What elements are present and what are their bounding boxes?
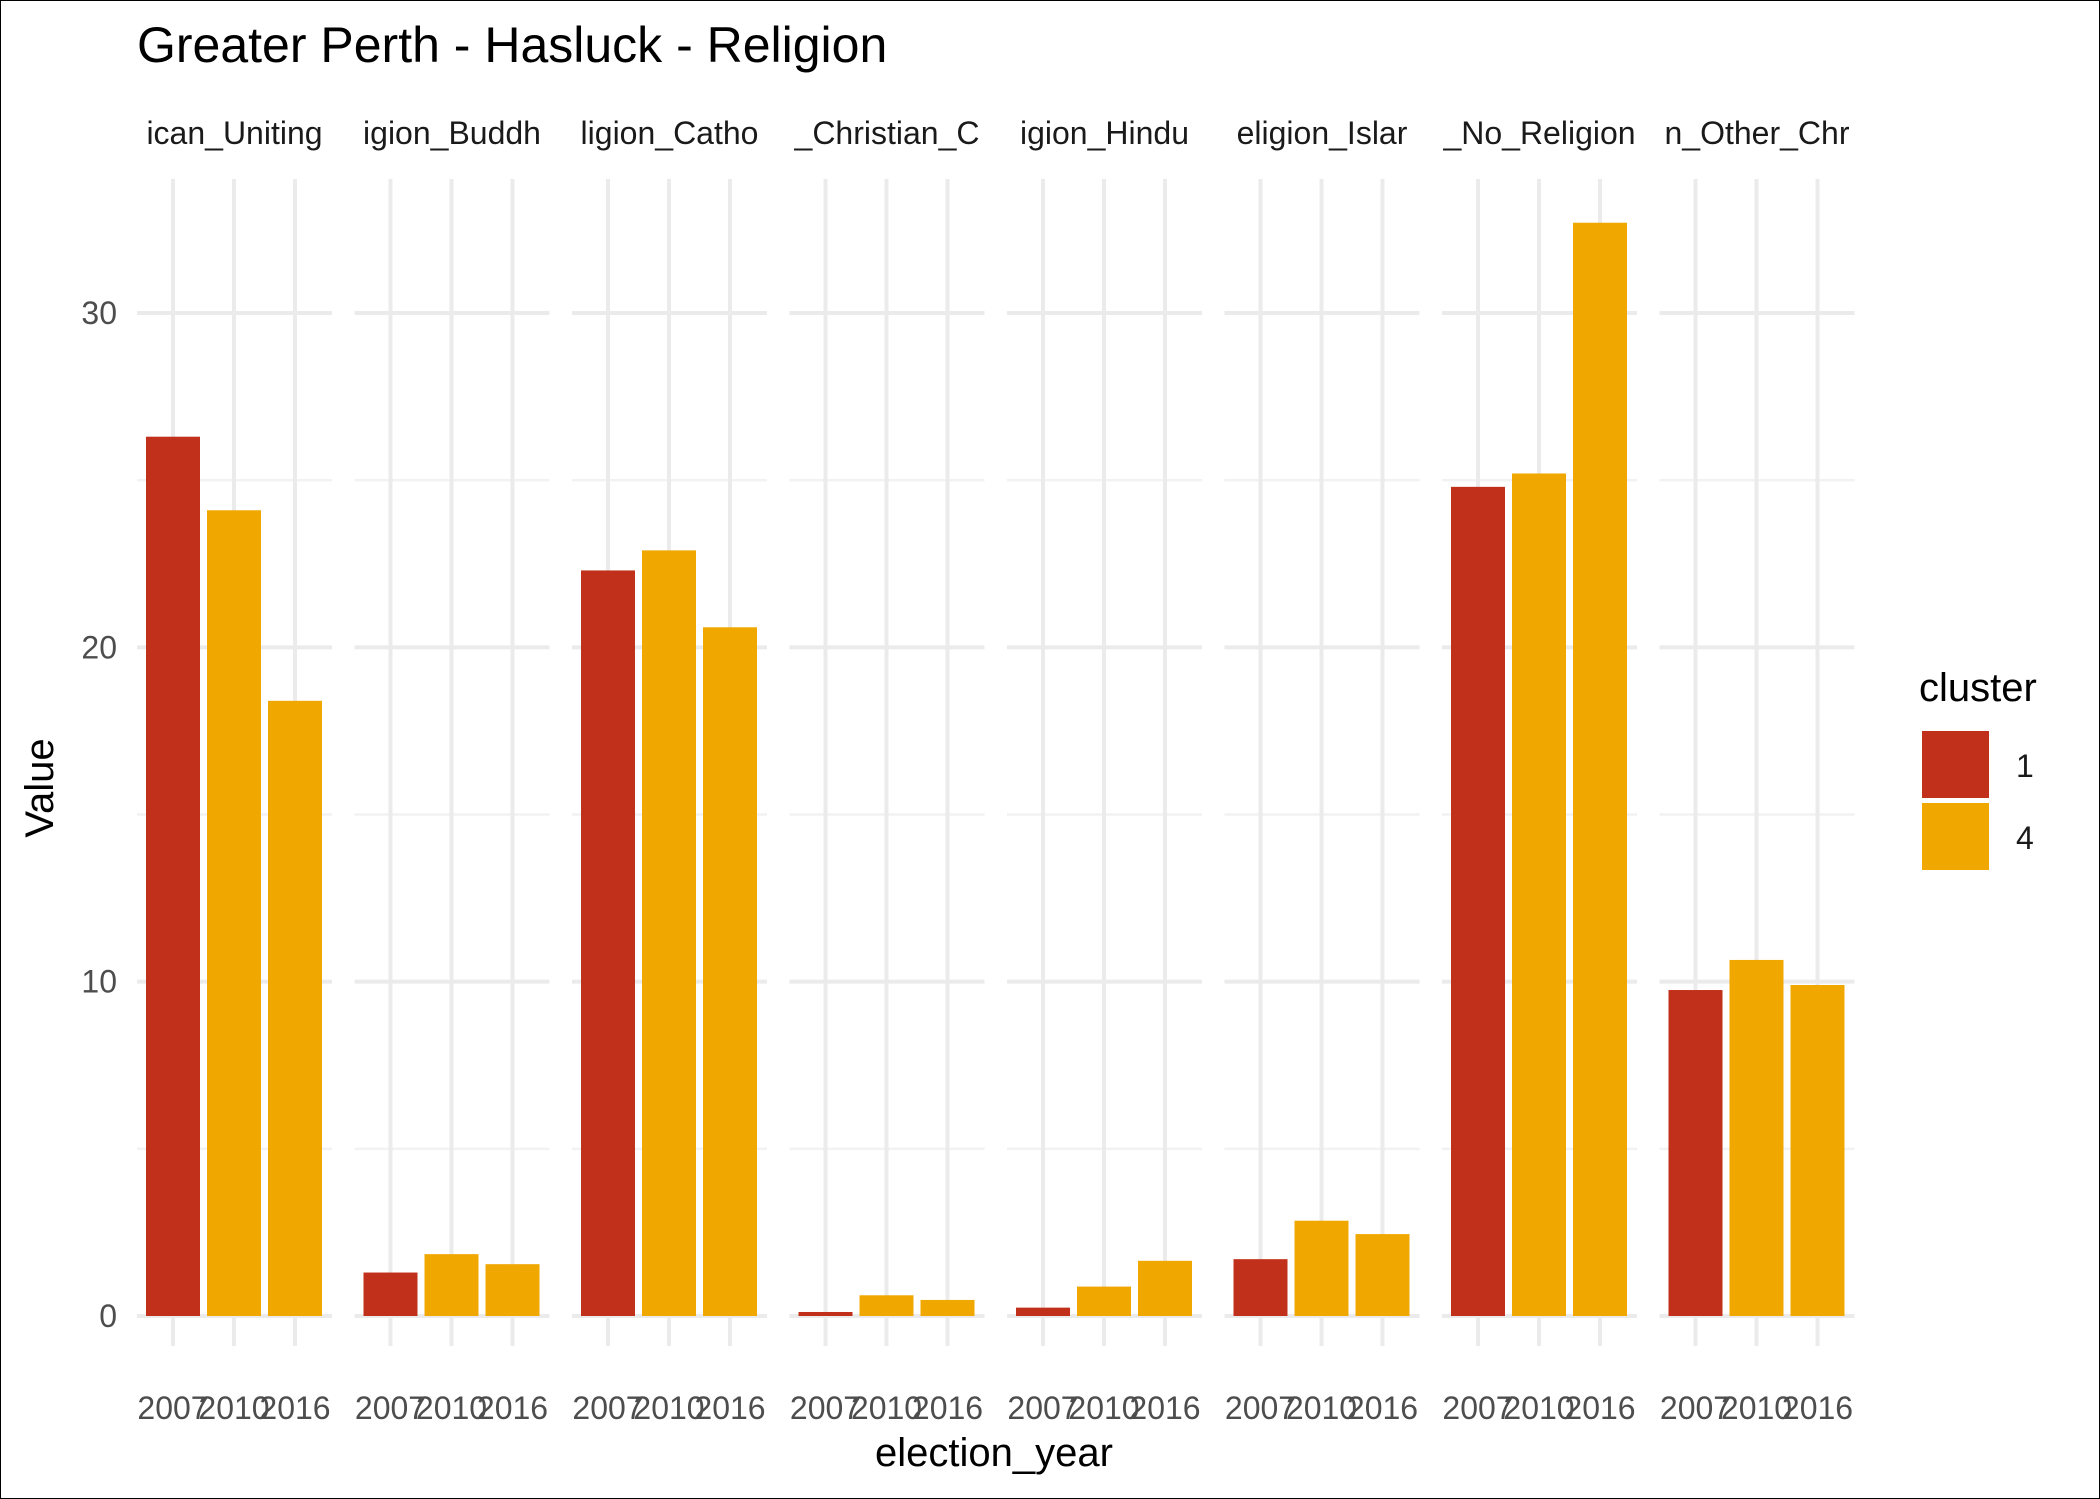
legend-key-swatch <box>1922 731 1989 798</box>
bar <box>363 1272 418 1316</box>
bar <box>1790 985 1845 1316</box>
bar <box>798 1311 853 1316</box>
facet-strip-label: eligion_Islar <box>1237 115 1408 151</box>
bar <box>642 550 696 1316</box>
facet-strip-label: _No_Religion <box>1442 115 1635 151</box>
chart-title: Greater Perth - Hasluck - Religion <box>137 17 887 73</box>
x-tick-label: 2016 <box>1129 1390 1200 1426</box>
bar <box>920 1299 975 1316</box>
x-tick-label: 2016 <box>1782 1390 1853 1426</box>
legend: cluster 1 4 <box>1919 666 2037 870</box>
x-tick-label: 2010 <box>1068 1390 1139 1426</box>
y-axis-title: Value <box>18 738 62 837</box>
bar <box>859 1295 914 1316</box>
legend-key-swatch <box>1922 803 1989 870</box>
bar <box>1668 990 1723 1316</box>
bar <box>1138 1260 1192 1316</box>
facet-strip-label: igion_Hindu <box>1020 115 1189 151</box>
bar <box>1016 1307 1070 1316</box>
x-tick-label: 2007 <box>1660 1390 1731 1426</box>
x-tick-label: 2007 <box>137 1390 208 1426</box>
facet-strip-label: _Christian_C <box>794 115 980 151</box>
x-tick-label: 2010 <box>1721 1390 1792 1426</box>
bar <box>1355 1234 1410 1316</box>
x-axis-title: election_year <box>875 1431 1113 1475</box>
x-tick-label: 2016 <box>1564 1390 1635 1426</box>
y-tick-label: 20 <box>81 629 117 665</box>
bar <box>1512 473 1566 1317</box>
x-tick-label: 2016 <box>477 1390 548 1426</box>
x-tick-label: 2007 <box>1225 1390 1296 1426</box>
x-tick-label: 2016 <box>1347 1390 1418 1426</box>
y-tick-label: 0 <box>99 1298 117 1334</box>
bar <box>268 700 322 1316</box>
bar <box>1077 1286 1131 1316</box>
bar <box>1451 486 1505 1316</box>
bar <box>581 570 635 1316</box>
bar <box>1233 1259 1288 1316</box>
x-tick-label: 2007 <box>355 1390 426 1426</box>
facet-strip-label: n_Other_Chr <box>1665 115 1850 151</box>
bar <box>207 510 261 1316</box>
facet-strip-label: igion_Buddh <box>363 115 541 151</box>
x-tick-label: 2016 <box>912 1390 983 1426</box>
x-tick-label: 2007 <box>1442 1390 1513 1426</box>
facet-panels: ican_Uniting200720102016igion_Buddh20072… <box>137 115 1855 1426</box>
x-tick-label: 2010 <box>198 1390 269 1426</box>
x-tick-label: 2016 <box>259 1390 330 1426</box>
legend-key-label: 4 <box>2016 820 2034 856</box>
x-tick-label: 2010 <box>851 1390 922 1426</box>
x-tick-label: 2007 <box>572 1390 643 1426</box>
x-tick-label: 2016 <box>694 1390 765 1426</box>
facet-strip-label: ican_Uniting <box>146 115 322 151</box>
x-tick-label: 2010 <box>1286 1390 1357 1426</box>
bar <box>485 1264 540 1316</box>
x-tick-label: 2010 <box>1503 1390 1574 1426</box>
x-tick-label: 2010 <box>416 1390 487 1426</box>
y-axis: 0 10 20 30 <box>81 295 117 1334</box>
x-tick-label: 2007 <box>1007 1390 1078 1426</box>
y-tick-label: 10 <box>81 964 117 1000</box>
bar <box>146 436 200 1316</box>
bar <box>1573 222 1627 1317</box>
x-tick-label: 2010 <box>633 1390 704 1426</box>
y-tick-label: 30 <box>81 295 117 331</box>
bar <box>1294 1220 1349 1316</box>
facet-strip-label: ligion_Catho <box>581 115 759 151</box>
bar <box>1729 959 1784 1316</box>
bar <box>703 627 757 1316</box>
x-tick-label: 2007 <box>790 1390 861 1426</box>
bar <box>424 1254 479 1316</box>
legend-key-label: 1 <box>2016 748 2034 784</box>
legend-title: cluster <box>1919 666 2037 710</box>
